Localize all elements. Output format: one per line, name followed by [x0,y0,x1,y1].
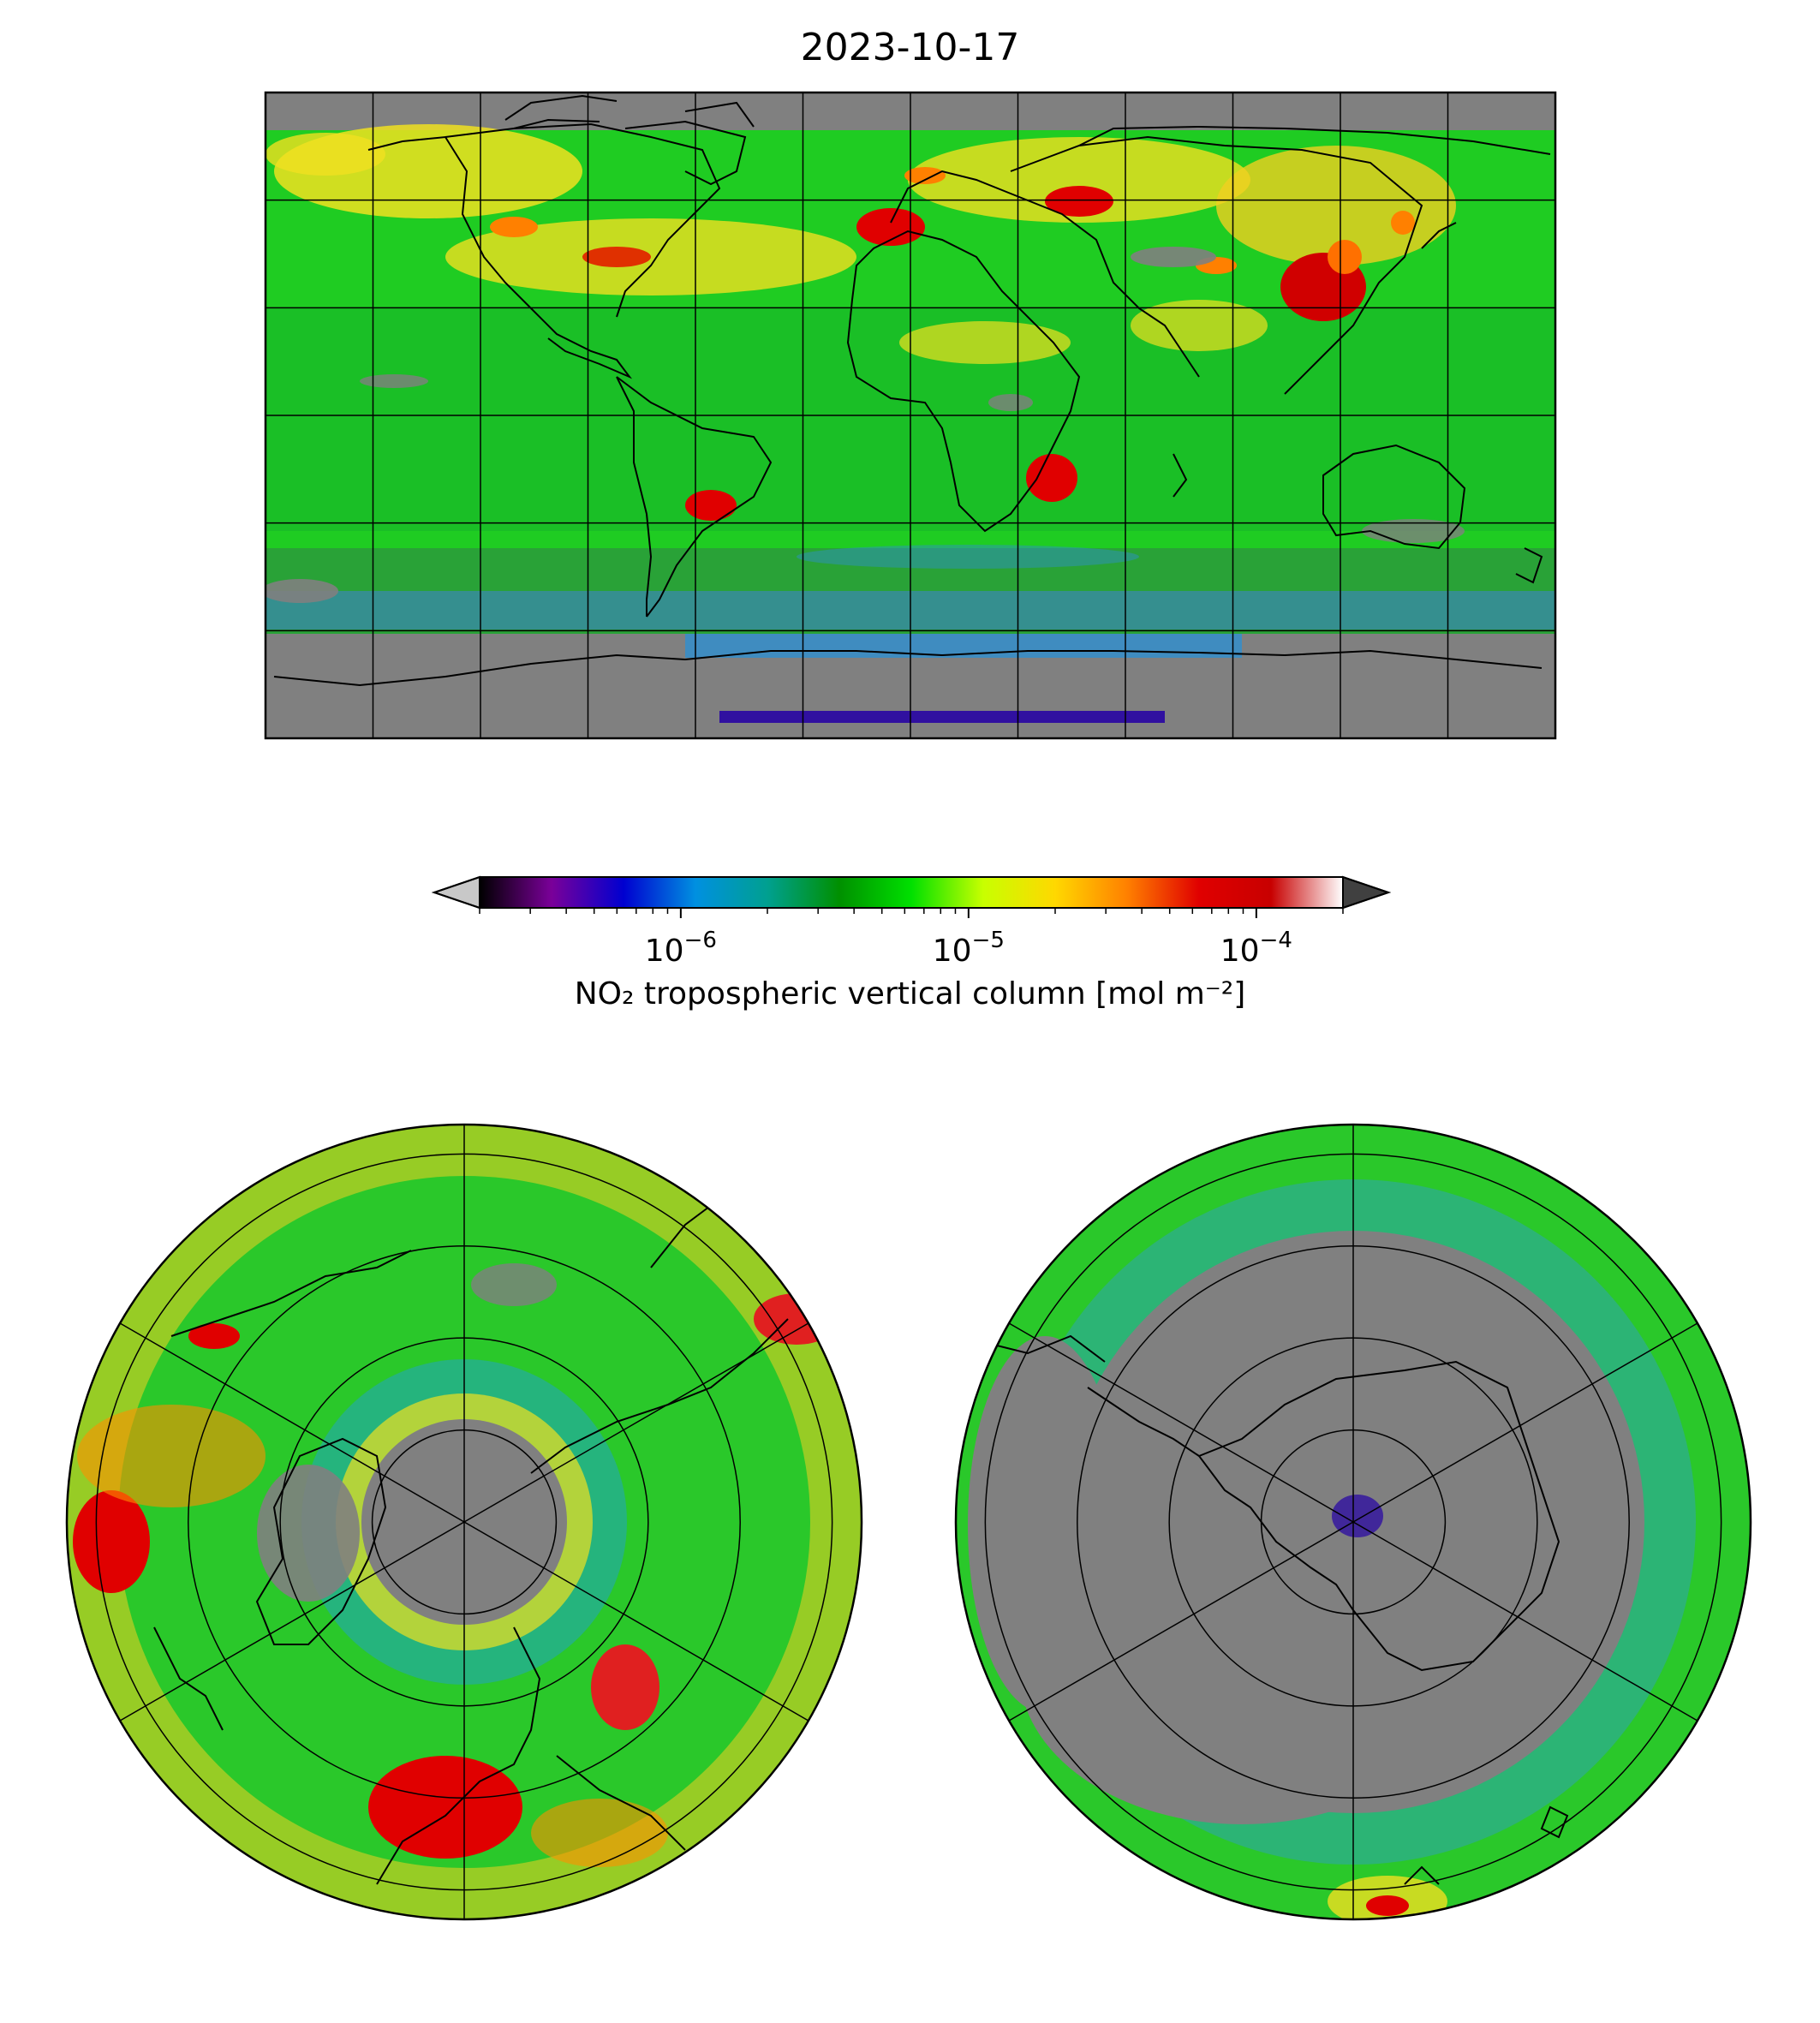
north-polar-gridlines [95,1125,833,1919]
hotspot-southern-africa [1026,454,1077,502]
south-polar-map [954,1123,1752,1921]
hotspot-south-america [685,490,737,521]
meridian-spoke [463,1322,809,1523]
south-polar-frame [954,1123,1752,1921]
north-polar-frame [65,1123,863,1921]
figure-title: 2023-10-17 [800,26,1020,69]
hotspot-europe-north [368,1756,522,1859]
meridian-spoke [1008,1521,1354,1722]
global-gridlines [266,92,1555,738]
meridian-spoke [119,1521,465,1722]
colorbar-label: NO₂ tropospheric vertical column [mol m⁻… [574,976,1246,1012]
meridian-spoke [1352,1521,1698,1722]
hotspot-middle-east [1045,186,1113,217]
meridian-spoke [119,1322,465,1523]
colorbar-under-extension [431,875,480,910]
colorbar-over-extension [1342,875,1392,910]
colorbar-tick-label: 10−4 [1220,928,1292,969]
north-polar-map [65,1123,863,1921]
colorbar-tick-label: 10−6 [645,928,717,969]
colorbar-gradient [480,877,1343,908]
global-map-frame [264,91,1557,740]
colorbar-ticks: 10−6 10−5 10−4 [479,908,1344,969]
meridian-spoke [1352,1322,1698,1523]
south-polar-coastlines [993,1334,1569,1885]
global-map [264,91,1557,740]
global-coastlines [273,94,1551,687]
meridian-spoke [463,1521,809,1722]
south-polar-gridlines [984,1125,1722,1919]
hotspot-europe [856,208,925,246]
colorbar: 10−6 10−5 10−4 [431,875,1392,969]
meridian-spoke [1008,1322,1354,1523]
colorbar-tick-label: 10−5 [933,928,1005,969]
